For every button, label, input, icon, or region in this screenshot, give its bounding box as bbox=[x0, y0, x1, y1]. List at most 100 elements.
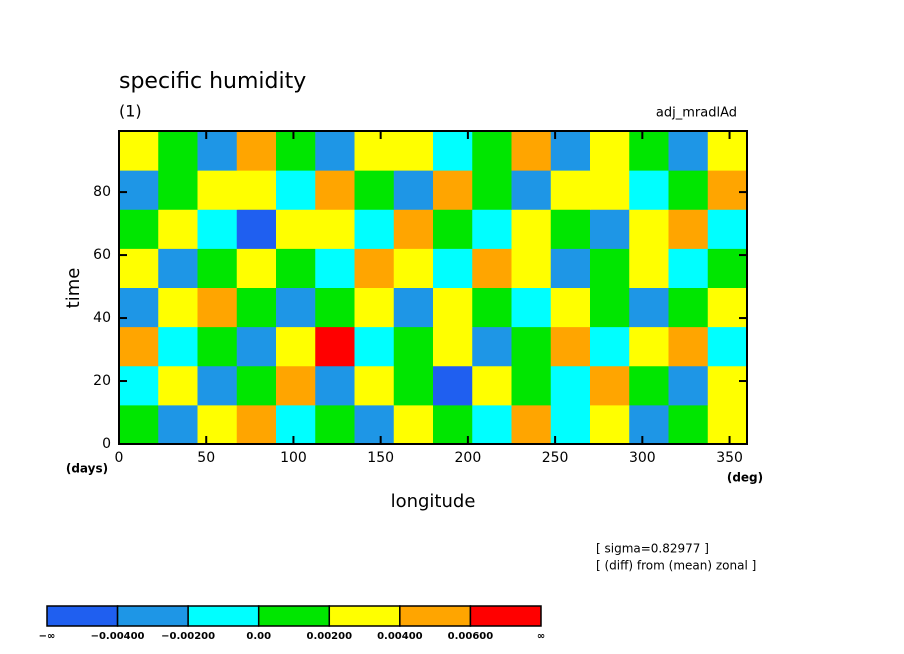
y-tick-label: 40 bbox=[93, 310, 111, 326]
heatmap-cell bbox=[354, 287, 395, 328]
heatmap-cell bbox=[550, 209, 591, 249]
heatmap-cell bbox=[707, 170, 748, 210]
heatmap-cell bbox=[236, 209, 277, 249]
heatmap-cell bbox=[511, 131, 552, 171]
x-tick-label: 100 bbox=[280, 450, 307, 466]
heatmap-cell bbox=[590, 209, 630, 249]
heatmap-cell bbox=[472, 131, 512, 171]
heatmap-cell bbox=[158, 365, 198, 406]
heatmap-cell bbox=[315, 365, 355, 406]
colorbar-swatch bbox=[328, 605, 401, 627]
heatmap-cell bbox=[550, 287, 591, 328]
heatmap-cell bbox=[629, 209, 669, 249]
heatmap-cell bbox=[354, 209, 395, 249]
heatmap-cell bbox=[197, 404, 238, 445]
x-tick-label: 50 bbox=[197, 450, 215, 466]
heatmap-cell bbox=[315, 209, 355, 249]
heatmap-cell bbox=[315, 326, 355, 367]
heatmap-cell bbox=[472, 326, 512, 367]
heatmap-cell bbox=[668, 248, 709, 288]
y-axis-label: time bbox=[63, 268, 84, 309]
heatmap-cell bbox=[119, 365, 159, 406]
y-tick-label: 80 bbox=[93, 184, 111, 200]
heatmap-cell bbox=[668, 404, 709, 445]
heatmap-cell bbox=[119, 131, 159, 171]
x-tick-label: 250 bbox=[542, 450, 569, 466]
y-tick-label: 0 bbox=[102, 436, 111, 452]
heatmap-cell bbox=[629, 131, 669, 171]
heatmap-cell bbox=[236, 365, 277, 406]
heatmap-cell bbox=[236, 287, 277, 328]
heatmap-cell bbox=[197, 170, 238, 210]
heatmap-cell bbox=[276, 326, 316, 367]
run-label: adj_mradlAd bbox=[656, 106, 737, 121]
heatmap-cell bbox=[276, 365, 316, 406]
heatmap-cell bbox=[590, 404, 630, 445]
heatmap-cell bbox=[707, 365, 748, 406]
heatmap-cell bbox=[433, 248, 473, 288]
x-tick-label: 0 bbox=[115, 450, 124, 466]
y-tick-label: 60 bbox=[93, 247, 111, 263]
heatmap-cell bbox=[668, 365, 709, 406]
y-axis-unit: (days) bbox=[66, 462, 108, 476]
heatmap-cell bbox=[433, 365, 473, 406]
chart-subtitle: (1) bbox=[119, 102, 142, 121]
heatmap-cell bbox=[354, 248, 395, 288]
heatmap-cell bbox=[629, 170, 669, 210]
heatmap-cell bbox=[158, 248, 198, 288]
heatmap-cell bbox=[511, 248, 552, 288]
heatmap-cell bbox=[354, 131, 395, 171]
heatmap-cell bbox=[511, 209, 552, 249]
heatmap-cell bbox=[668, 287, 709, 328]
heatmap-cell bbox=[119, 326, 159, 367]
heatmap-cell bbox=[511, 170, 552, 210]
heatmap-cell bbox=[629, 404, 669, 445]
heatmap-cell bbox=[276, 248, 316, 288]
heatmap-cell bbox=[668, 131, 709, 171]
x-axis-label: longitude bbox=[391, 491, 476, 512]
colorbar-label: −0.00200 bbox=[161, 631, 215, 642]
heatmap-cell bbox=[197, 365, 238, 406]
heatmap-cell bbox=[197, 287, 238, 328]
heatmap-cell bbox=[158, 131, 198, 171]
heatmap-cell bbox=[276, 287, 316, 328]
colorbar-swatch bbox=[187, 605, 260, 627]
heatmap-cell bbox=[433, 287, 473, 328]
colorbar-swatch bbox=[116, 605, 189, 627]
heatmap-cell bbox=[472, 170, 512, 210]
heatmap-cell bbox=[197, 131, 238, 171]
heatmap-cell bbox=[629, 248, 669, 288]
x-tick-label: 350 bbox=[716, 450, 743, 466]
heatmap-cell bbox=[590, 365, 630, 406]
heatmap-cell bbox=[433, 170, 473, 210]
heatmap-cell bbox=[276, 170, 316, 210]
heatmap-cell bbox=[511, 404, 552, 445]
heatmap-cell bbox=[629, 287, 669, 328]
colorbar-label: 0.00400 bbox=[377, 631, 423, 642]
heatmap-cell bbox=[550, 170, 591, 210]
heatmap-cell bbox=[433, 326, 473, 367]
colorbar-swatch bbox=[469, 605, 542, 627]
heatmap-cell bbox=[276, 209, 316, 249]
heatmap-cell bbox=[393, 248, 434, 288]
heatmap-cell bbox=[354, 365, 395, 406]
heatmap-cell bbox=[550, 404, 591, 445]
heatmap-cell bbox=[158, 326, 198, 367]
heatmap-cell bbox=[393, 287, 434, 328]
heatmap-cell bbox=[707, 131, 748, 171]
heatmap-cell bbox=[590, 248, 630, 288]
heatmap-cell bbox=[393, 365, 434, 406]
heatmap-cell bbox=[472, 209, 512, 249]
heatmap-cell bbox=[197, 326, 238, 367]
note: [ sigma=0.82977 ] bbox=[596, 542, 709, 556]
heatmap-cell bbox=[393, 209, 434, 249]
note: [ (diff) from (mean) zonal ] bbox=[596, 559, 756, 573]
colorbar-label: 0.00600 bbox=[448, 631, 494, 642]
x-tick-label: 200 bbox=[455, 450, 482, 466]
heatmap-cell bbox=[590, 287, 630, 328]
heatmap-cell bbox=[550, 131, 591, 171]
heatmap-cell bbox=[590, 326, 630, 367]
colorbar-label: ∞ bbox=[537, 631, 545, 642]
heatmap-cell bbox=[511, 287, 552, 328]
heatmap-cell bbox=[393, 170, 434, 210]
